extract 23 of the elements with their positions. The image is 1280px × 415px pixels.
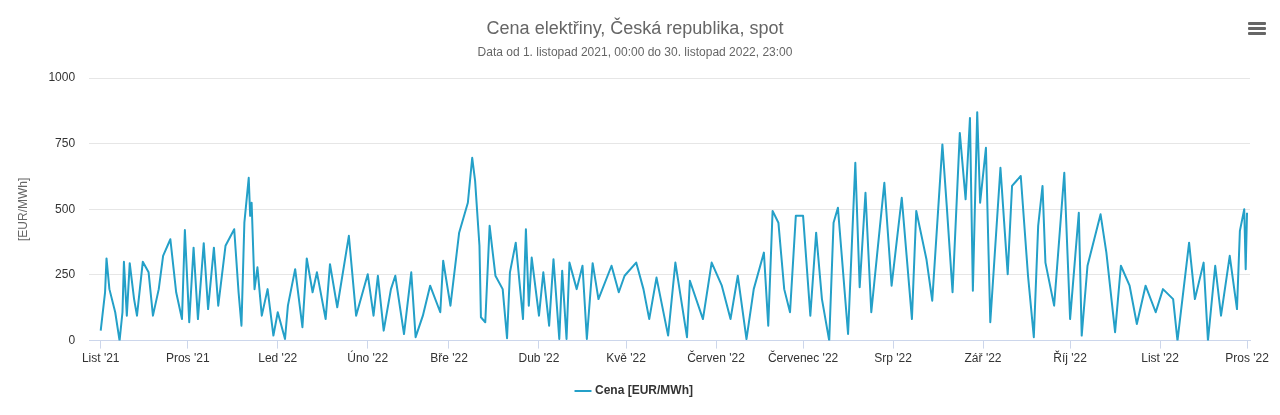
x-tick-label: Říj '22 bbox=[1053, 350, 1088, 366]
x-tick-label: Dub '22 bbox=[518, 351, 560, 366]
x-tick-label: Úno '22 bbox=[347, 350, 389, 366]
y-tick-label: 1000 bbox=[48, 70, 76, 85]
y-tick-label: 750 bbox=[55, 135, 76, 150]
chart-subtitle: Data od 1. listopad 2021, 00:00 do 30. listopad 2022, 23:00 bbox=[477, 45, 793, 60]
x-tick-label: List '22 bbox=[1141, 351, 1180, 366]
x-tick-label: Led '22 bbox=[258, 351, 298, 366]
x-tick-label: Červenec '22 bbox=[767, 350, 839, 366]
x-tick-label: Zář '22 bbox=[964, 351, 1002, 366]
chart-title: Cena elektřiny, Česká republika, spot bbox=[486, 16, 784, 38]
y-tick-label: 0 bbox=[68, 332, 76, 347]
y-axis-title: [EUR/MWh] bbox=[15, 177, 30, 241]
x-tick-label: Pros '21 bbox=[165, 351, 210, 366]
x-tick-label: List '21 bbox=[81, 351, 120, 366]
legend-label: Cena [EUR/MWh] bbox=[595, 383, 693, 398]
x-tick-label: Pros '22 bbox=[1225, 351, 1270, 366]
x-tick-label: Srp '22 bbox=[874, 351, 913, 366]
y-tick-label: 250 bbox=[55, 267, 76, 282]
x-tick-label: Kvě '22 bbox=[606, 351, 647, 366]
x-tick-label: Červen '22 bbox=[687, 350, 746, 366]
y-tick-label: 500 bbox=[55, 201, 76, 216]
x-tick-label: Bře '22 bbox=[430, 351, 469, 366]
